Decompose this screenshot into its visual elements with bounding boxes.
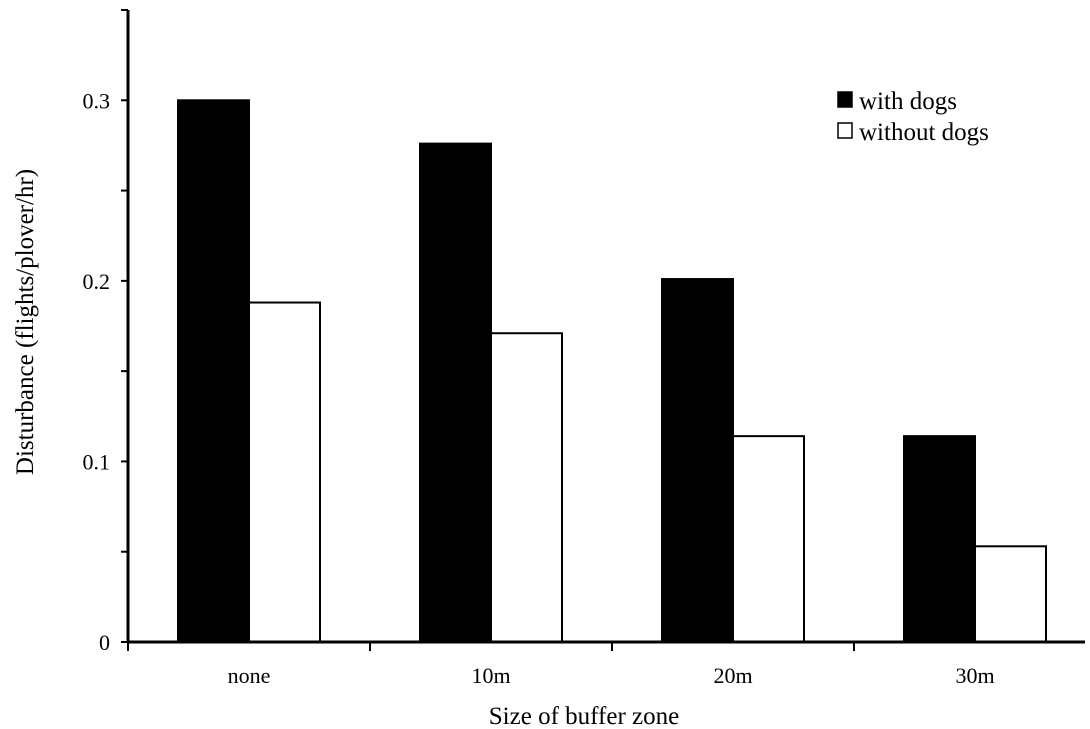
y-tick-label: 0 bbox=[99, 630, 110, 655]
y-tick-label: 0.1 bbox=[83, 449, 111, 474]
x-tick-label-20m: 20m bbox=[713, 663, 752, 688]
bar-without-dogs-none bbox=[248, 301, 321, 643]
x-ticks: none 10m 20m 30m bbox=[127, 642, 995, 688]
legend: with dogs without dogs bbox=[837, 88, 989, 146]
bar-with-dogs-10m bbox=[419, 142, 492, 643]
y-tick-label: 0.3 bbox=[83, 88, 111, 113]
x-tick-label-10m: 10m bbox=[471, 663, 510, 688]
x-tick-label-30m: 30m bbox=[955, 663, 994, 688]
legend-label-without-dogs: without dogs bbox=[859, 119, 989, 146]
y-tick-label: 0.2 bbox=[83, 269, 111, 294]
legend-swatch-without-dogs bbox=[837, 122, 853, 139]
x-axis-title: Size of buffer zone bbox=[489, 703, 679, 729]
bar-with-dogs-20m bbox=[661, 278, 734, 643]
axes-layer bbox=[126, 10, 1085, 644]
bar-with-dogs-30m bbox=[903, 435, 976, 643]
legend-label-with-dogs: with dogs bbox=[859, 88, 957, 115]
y-axis-title: Disturbance (flights/plover/hr) bbox=[12, 169, 39, 475]
legend-swatch-with-dogs bbox=[837, 91, 853, 108]
bar-without-dogs-10m bbox=[490, 332, 563, 643]
bars-layer bbox=[177, 99, 1047, 644]
bar-without-dogs-30m bbox=[974, 545, 1047, 643]
bar-without-dogs-20m bbox=[732, 435, 805, 643]
bar-with-dogs-none bbox=[177, 99, 250, 644]
y-ticks: 0 0.1 0.2 0.3 bbox=[83, 9, 128, 655]
x-tick-label-none: none bbox=[228, 663, 271, 688]
